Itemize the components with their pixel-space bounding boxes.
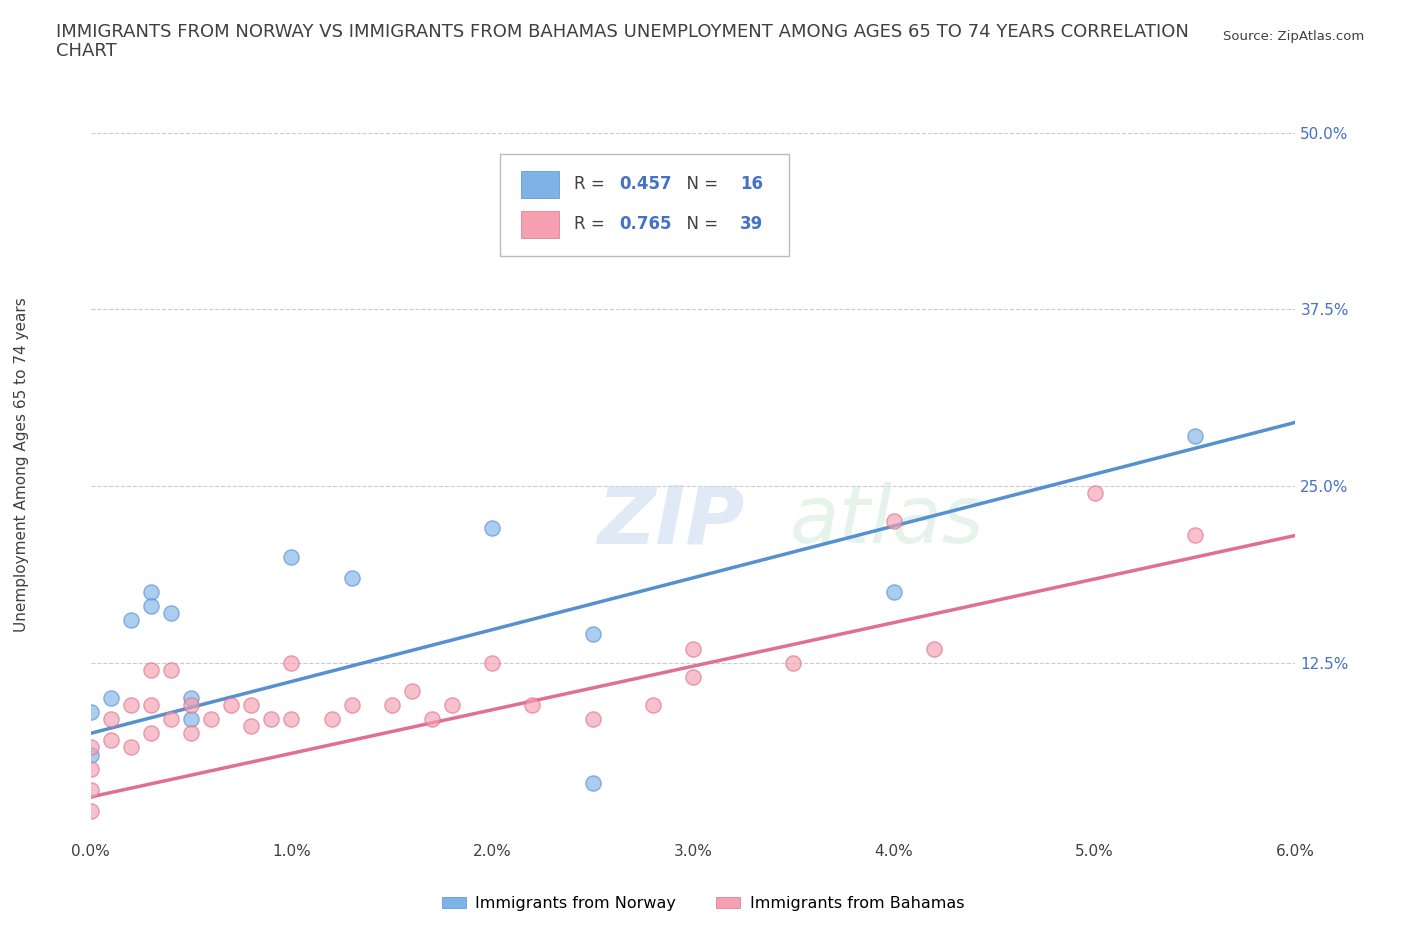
Text: R =: R = xyxy=(574,216,610,233)
Point xyxy=(321,711,343,726)
Text: Source: ZipAtlas.com: Source: ZipAtlas.com xyxy=(1223,30,1364,43)
Point xyxy=(180,691,202,706)
Point xyxy=(79,740,101,755)
Text: N =: N = xyxy=(676,216,724,233)
Text: N =: N = xyxy=(676,175,724,193)
Point xyxy=(481,656,503,671)
Point xyxy=(381,698,404,712)
Point xyxy=(139,585,162,600)
Point xyxy=(79,762,101,777)
Point xyxy=(240,698,263,712)
Text: 16: 16 xyxy=(740,175,763,193)
Point xyxy=(280,711,302,726)
Point xyxy=(401,684,423,698)
Point xyxy=(79,705,101,720)
Point xyxy=(120,698,142,712)
Point xyxy=(682,670,704,684)
Point xyxy=(120,740,142,755)
Point xyxy=(582,711,605,726)
Point xyxy=(79,804,101,818)
Point xyxy=(340,570,363,585)
Text: R =: R = xyxy=(574,175,610,193)
Text: 0.457: 0.457 xyxy=(620,175,672,193)
Point xyxy=(180,711,202,726)
Point xyxy=(481,521,503,536)
Point xyxy=(1084,485,1107,500)
FancyBboxPatch shape xyxy=(520,171,560,197)
Point xyxy=(883,585,905,600)
Point xyxy=(922,641,945,656)
Point xyxy=(582,627,605,642)
Point xyxy=(120,613,142,628)
Point xyxy=(340,698,363,712)
Point xyxy=(219,698,242,712)
Legend: Immigrants from Norway, Immigrants from Bahamas: Immigrants from Norway, Immigrants from … xyxy=(436,890,970,917)
Point xyxy=(641,698,664,712)
Text: ZIP: ZIP xyxy=(596,483,744,560)
Point xyxy=(160,605,183,620)
Point xyxy=(782,656,804,671)
Point xyxy=(280,550,302,565)
Point xyxy=(139,698,162,712)
Point xyxy=(522,698,544,712)
Point xyxy=(139,726,162,741)
Point xyxy=(883,514,905,529)
Text: CHART: CHART xyxy=(56,42,117,60)
Point xyxy=(682,641,704,656)
Point xyxy=(79,747,101,762)
Point xyxy=(100,691,122,706)
Point xyxy=(420,711,443,726)
Text: IMMIGRANTS FROM NORWAY VS IMMIGRANTS FROM BAHAMAS UNEMPLOYMENT AMONG AGES 65 TO : IMMIGRANTS FROM NORWAY VS IMMIGRANTS FRO… xyxy=(56,23,1189,41)
Point xyxy=(200,711,222,726)
FancyBboxPatch shape xyxy=(520,211,560,238)
Text: 39: 39 xyxy=(740,216,763,233)
Point xyxy=(100,733,122,748)
Point xyxy=(139,662,162,677)
Point xyxy=(160,711,183,726)
Point xyxy=(160,662,183,677)
Point xyxy=(139,599,162,614)
Point xyxy=(260,711,283,726)
FancyBboxPatch shape xyxy=(501,153,789,257)
Point xyxy=(1184,528,1206,543)
Text: Unemployment Among Ages 65 to 74 years: Unemployment Among Ages 65 to 74 years xyxy=(14,298,28,632)
Point xyxy=(100,711,122,726)
Point xyxy=(280,656,302,671)
Point xyxy=(180,726,202,741)
Point xyxy=(240,719,263,734)
Text: 0.765: 0.765 xyxy=(620,216,672,233)
Point xyxy=(441,698,464,712)
Text: atlas: atlas xyxy=(789,483,984,560)
Point xyxy=(79,782,101,797)
Point xyxy=(1184,429,1206,444)
Point xyxy=(180,698,202,712)
Point xyxy=(582,776,605,790)
